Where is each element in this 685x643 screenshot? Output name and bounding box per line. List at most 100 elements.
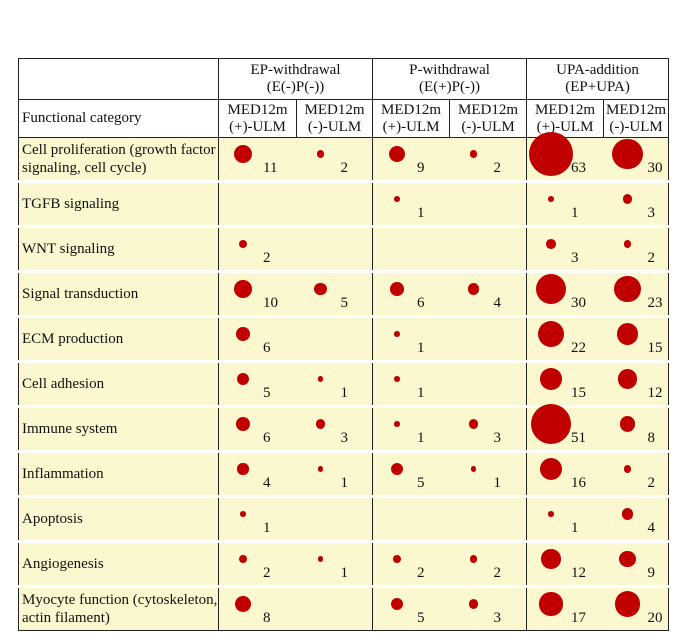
- value-cell: 6: [218, 316, 297, 363]
- subheader: MED12m (+)-ULM: [218, 99, 297, 138]
- group-name: UPA-addition: [556, 62, 639, 78]
- value-label: 8: [647, 430, 656, 446]
- value-cell: 4: [218, 451, 297, 498]
- group-condition: (E(-)P(-)): [266, 79, 325, 95]
- value-label: 2: [263, 565, 271, 581]
- bubble: [531, 404, 572, 444]
- value-cell: 2: [603, 226, 670, 273]
- cell-box: 17: [527, 588, 604, 630]
- bubble: [390, 462, 404, 476]
- cell-box: 3: [604, 183, 669, 225]
- value-cell: 1: [296, 541, 374, 588]
- value-label: 6: [417, 295, 425, 311]
- bubble: [235, 596, 251, 612]
- cell-box: 22: [527, 318, 604, 360]
- corner-label: Functional category: [18, 99, 219, 138]
- cell-box: 1: [373, 318, 450, 360]
- value-label: 1: [340, 385, 349, 401]
- data-row: Signal transduction 10 5 6 4 30 23: [18, 271, 670, 318]
- cell-box: 11: [219, 138, 297, 180]
- value-cell: [372, 496, 450, 543]
- value-cell: 51: [526, 404, 604, 453]
- value-cell: 2: [218, 226, 297, 273]
- value-cell: [218, 181, 297, 228]
- value-label: 1: [417, 340, 425, 356]
- cell-box: 6: [219, 408, 297, 450]
- bubble: [394, 331, 400, 337]
- bubble: [239, 240, 247, 248]
- category-cell: Signal transduction: [18, 271, 219, 318]
- cell-box: 8: [604, 408, 669, 450]
- value-cell: [296, 226, 374, 273]
- value-label: 1: [263, 520, 271, 536]
- cell-box: 5: [219, 363, 297, 405]
- bubble: [390, 282, 404, 296]
- value-cell: 5: [372, 451, 450, 498]
- bubble: [470, 466, 477, 472]
- bubble: [236, 372, 250, 386]
- value-label: 3: [493, 610, 502, 626]
- bubble: [539, 592, 563, 616]
- category-label: Inflammation: [22, 466, 104, 482]
- bubble: [623, 240, 632, 248]
- bubble: [239, 555, 247, 563]
- category-cell: Immune system: [18, 406, 219, 453]
- category-cell: Myocyte function (cytoskeleton, actin fi…: [18, 586, 219, 631]
- data-row: Immune system 6 3 1 3 51 8: [18, 404, 670, 453]
- category-cell: Angiogenesis: [18, 541, 219, 588]
- value-label: 1: [571, 205, 579, 221]
- cell-box: 1: [527, 498, 604, 540]
- value-cell: [296, 316, 374, 363]
- cell-box: 2: [604, 228, 669, 270]
- value-label: 1: [340, 565, 349, 581]
- bubble: [616, 323, 639, 345]
- subheader: MED12m (+)-ULM: [372, 99, 451, 138]
- cell-box: 2: [450, 138, 527, 180]
- cell-box: 1: [373, 363, 450, 405]
- cell-box: 5: [297, 273, 373, 315]
- cell-box: [297, 228, 373, 270]
- value-cell: 22: [526, 316, 604, 363]
- value-cell: 16: [526, 451, 604, 498]
- bubble: [317, 376, 324, 382]
- value-label: 4: [647, 520, 656, 536]
- value-cell: 6: [372, 271, 450, 318]
- cell-box: 2: [604, 453, 669, 495]
- bubble: [236, 327, 250, 341]
- bubble: [236, 417, 250, 431]
- value-label: 4: [493, 295, 502, 311]
- value-label: 12: [647, 385, 663, 401]
- bubble: [234, 280, 252, 298]
- cell-box: 10: [219, 273, 297, 315]
- value-cell: 1: [372, 316, 450, 363]
- bubble: [539, 457, 563, 481]
- value-cell: 2: [218, 541, 297, 588]
- category-label: ECM production: [22, 331, 124, 347]
- bubble: [388, 145, 406, 163]
- category-label: Immune system: [22, 421, 118, 437]
- cell-box: [450, 183, 527, 225]
- category-label: Cell adhesion: [22, 376, 105, 392]
- value-cell: [372, 226, 450, 273]
- cell-box: [297, 183, 373, 225]
- data-row: WNT signaling 2 3 2: [18, 226, 670, 273]
- cell-box: 1: [373, 408, 450, 450]
- value-cell: 1: [296, 451, 374, 498]
- value-cell: [296, 181, 374, 228]
- value-label: 8: [263, 610, 271, 626]
- category-cell: Apoptosis: [18, 496, 219, 543]
- value-cell: 4: [449, 271, 528, 318]
- bubble: [468, 599, 479, 609]
- value-label: 12: [571, 565, 587, 581]
- value-cell: [449, 226, 528, 273]
- value-label: 22: [571, 340, 587, 356]
- cell-box: 9: [604, 543, 669, 585]
- bubble: [240, 511, 246, 517]
- category-cell: WNT signaling: [18, 226, 219, 273]
- value-cell: 1: [526, 181, 604, 228]
- value-label: 11: [263, 160, 278, 176]
- value-label: 20: [647, 610, 663, 626]
- cell-box: [297, 498, 373, 540]
- cell-box: 9: [373, 138, 450, 180]
